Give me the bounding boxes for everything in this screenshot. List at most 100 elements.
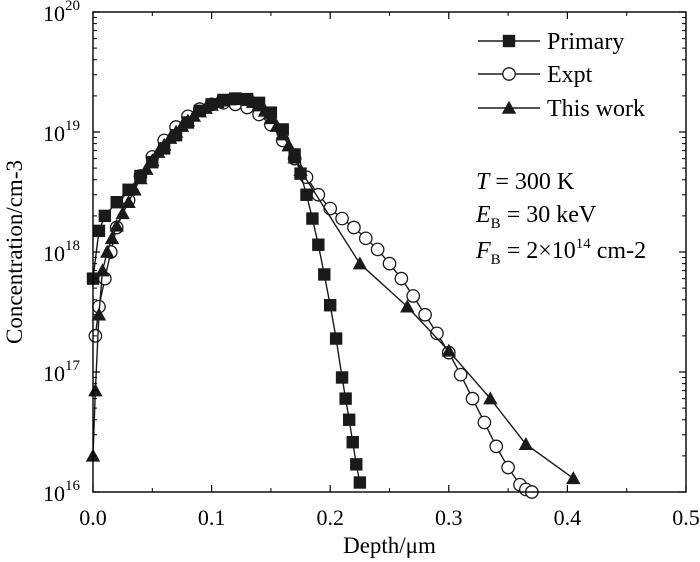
data-point-this-work bbox=[127, 182, 142, 196]
data-point-this-work bbox=[192, 104, 207, 118]
annotation-value: = 300 K bbox=[489, 169, 575, 195]
data-point-this-work bbox=[156, 137, 172, 151]
data-point-primary bbox=[110, 196, 123, 209]
legend-marker bbox=[501, 100, 517, 114]
data-point-this-work bbox=[151, 144, 166, 158]
data-point-expt bbox=[406, 289, 421, 303]
y-tick-exponent: 16 bbox=[65, 478, 81, 494]
data-point-expt bbox=[477, 415, 492, 430]
x-tick-label: 0.3 bbox=[435, 505, 463, 530]
data-point-this-work bbox=[287, 150, 302, 164]
y-tick-base: 10 bbox=[43, 121, 65, 146]
y-axis-label: Concentration/cm-3 bbox=[2, 160, 27, 344]
y-tick-exponent: 19 bbox=[65, 118, 80, 134]
x-tick-label: 0.4 bbox=[554, 505, 582, 530]
data-point-this-work bbox=[100, 244, 115, 258]
series-line-primary bbox=[92, 97, 361, 483]
data-point-this-work bbox=[352, 256, 368, 270]
data-point-this-work bbox=[109, 218, 124, 232]
data-point-primary bbox=[342, 413, 356, 426]
data-point-expt bbox=[453, 367, 468, 382]
data-point-this-work bbox=[269, 118, 285, 132]
plot-layer bbox=[85, 91, 581, 499]
data-point-this-work bbox=[281, 138, 296, 152]
series-primary bbox=[86, 92, 367, 489]
data-point-this-work bbox=[257, 103, 273, 117]
data-point-expt bbox=[489, 439, 504, 454]
y-tick-base: 10 bbox=[43, 241, 65, 266]
series-line-this-work bbox=[92, 98, 574, 479]
data-point-primary bbox=[346, 436, 359, 449]
series-this-work bbox=[85, 91, 581, 485]
data-point-this-work bbox=[88, 383, 103, 397]
y-tick-base: 10 bbox=[43, 1, 65, 26]
legend-label: Expt bbox=[547, 62, 593, 88]
data-point-primary bbox=[306, 212, 319, 225]
data-point-primary bbox=[312, 238, 325, 251]
data-point-primary bbox=[339, 392, 352, 405]
y-tick-label: 1017 bbox=[43, 358, 81, 386]
data-point-this-work bbox=[275, 127, 290, 141]
data-point-expt bbox=[382, 256, 397, 271]
y-tick-label: 1018 bbox=[43, 238, 80, 266]
x-tick-label: 0.1 bbox=[198, 505, 226, 530]
data-point-expt bbox=[370, 242, 385, 257]
legend-item-expt: Expt bbox=[478, 62, 593, 88]
annotation-line: FB = 2×1014 cm-2 bbox=[475, 236, 646, 268]
data-point-expt bbox=[335, 211, 349, 226]
data-point-expt bbox=[465, 391, 480, 406]
legend-item-this-work: This work bbox=[478, 96, 645, 122]
data-point-expt bbox=[418, 307, 432, 322]
legend-marker bbox=[502, 34, 516, 48]
data-point-this-work bbox=[95, 263, 110, 277]
data-point-this-work bbox=[139, 161, 154, 175]
x-tick-label: 0.2 bbox=[316, 505, 344, 530]
legend-label: Primary bbox=[547, 29, 624, 55]
annotation-unit: cm-2 bbox=[591, 238, 646, 264]
data-point-expt bbox=[358, 231, 373, 246]
y-tick-label: 1020 bbox=[43, 0, 80, 26]
annotation-variable: E bbox=[475, 202, 491, 228]
x-tick-label: 0.5 bbox=[672, 505, 700, 530]
data-point-this-work bbox=[483, 391, 498, 405]
annotation-value: = 30 keV bbox=[501, 202, 597, 228]
x-axis-label: Depth/μm bbox=[343, 533, 436, 558]
data-point-expt bbox=[323, 201, 338, 216]
data-point-this-work bbox=[400, 299, 415, 313]
data-point-this-work bbox=[145, 153, 160, 167]
data-point-primary bbox=[300, 188, 313, 201]
data-point-expt bbox=[501, 460, 515, 475]
y-tick-exponent: 20 bbox=[65, 0, 80, 14]
annotation-value: = 2×10 bbox=[501, 238, 576, 264]
legend-marker bbox=[502, 67, 516, 81]
data-point-primary bbox=[353, 476, 367, 489]
legend: Primary Expt This work bbox=[478, 29, 645, 122]
data-point-primary bbox=[98, 209, 112, 223]
y-tick-label: 1016 bbox=[43, 478, 81, 506]
data-point-primary bbox=[324, 299, 337, 312]
data-point-primary bbox=[350, 458, 363, 471]
data-point-primary bbox=[318, 268, 331, 281]
annotation-line: T = 300 K bbox=[476, 169, 575, 195]
legend-item-primary: Primary bbox=[478, 29, 624, 55]
data-point-this-work bbox=[293, 163, 308, 177]
annotation-subscript: B bbox=[491, 252, 501, 268]
data-point-this-work bbox=[518, 437, 534, 451]
x-tick-label: 0.0 bbox=[79, 505, 107, 530]
data-point-this-work bbox=[121, 195, 136, 208]
data-point-primary bbox=[335, 371, 349, 384]
annotation-line: EB = 30 keV bbox=[475, 202, 597, 232]
y-tick-base: 10 bbox=[43, 361, 65, 386]
data-point-expt bbox=[347, 220, 361, 235]
y-tick-label: 1019 bbox=[43, 118, 80, 146]
y-tick-base: 10 bbox=[43, 481, 65, 506]
y-tick-exponent: 17 bbox=[65, 358, 81, 374]
annotation-variable: F bbox=[475, 238, 491, 264]
data-point-primary bbox=[329, 332, 343, 345]
data-point-expt bbox=[394, 271, 409, 286]
data-point-this-work bbox=[133, 171, 148, 185]
data-point-this-work bbox=[441, 343, 456, 357]
annotation-subscript: B bbox=[491, 216, 501, 232]
